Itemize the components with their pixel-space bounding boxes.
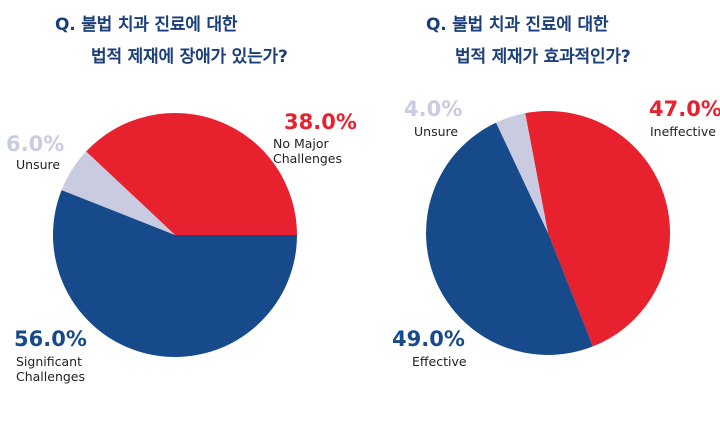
pie-slice [525,111,670,347]
chart-title-line-1: Q. 불법 치과 진료에 대한 [426,15,609,35]
slice-desc-line: Unsure [16,157,61,172]
pie-slice [496,113,548,233]
slice-pct-label: 56.0% [14,327,87,351]
slice-pct-label: 38.0% [284,110,357,134]
slice-pct-label: 49.0% [392,327,465,351]
pie-chart [52,113,298,357]
slice-desc-line: Challenges [16,369,86,384]
slice-desc-line: Unsure [414,124,459,139]
pie-slice [426,122,593,355]
chart-title-line-2: 법적 제재에 장애가 있는가? [91,47,288,67]
slice-desc-label: Unsure [414,124,458,139]
slice-pct-label: 47.0% [649,97,720,121]
slice-desc-line: Ineffective [650,124,716,139]
pie-slice [52,190,298,357]
pie-slice [61,151,175,235]
chart-panel-obstacles: Q. 불법 치과 진료에 대한 법적 제재에 장애가 있는가? 38.0% No… [6,15,357,384]
slice-desc-line: Effective [412,354,467,369]
slice-desc-label: Unsure [16,157,60,172]
slice-desc-label: Significant Challenges [16,354,85,384]
chart-title-line-2: 법적 제재가 효과적인가? [455,47,631,67]
pie-slice [86,113,297,235]
slice-desc-line: No Major [273,136,329,151]
slice-desc-label: Effective [412,354,467,369]
chart-title-line-1: Q. 불법 치과 진료에 대한 [55,15,238,35]
slice-desc-label: Ineffective [650,124,716,139]
slice-pct-label: 4.0% [404,97,463,121]
slice-desc-label: No Major Challenges [273,136,342,166]
slice-pct-label: 6.0% [6,132,65,156]
pie-chart [426,111,670,355]
slice-desc-line: Significant [16,354,82,369]
chart-panel-effectiveness: Q. 불법 치과 진료에 대한 법적 제재가 효과적인가? 47.0% Inef… [360,0,720,429]
slice-desc-line: Challenges [273,151,343,166]
